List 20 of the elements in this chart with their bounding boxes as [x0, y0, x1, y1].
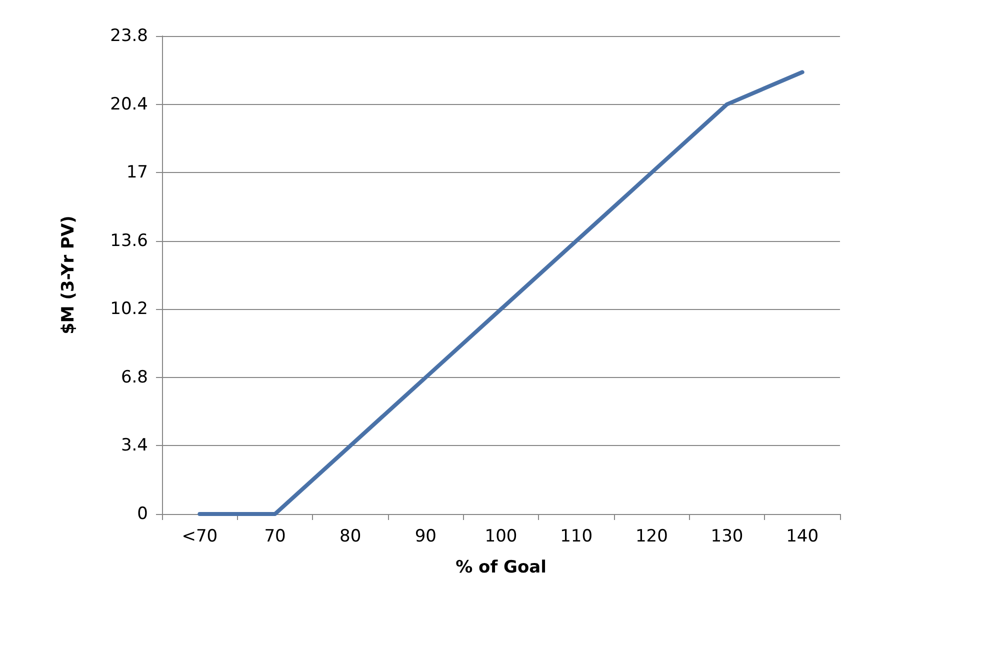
x-tick-label: 90: [414, 526, 436, 546]
line-series: [198, 70, 804, 516]
y-tick-label: 0: [137, 504, 148, 524]
x-axis-title: % of Goal: [456, 558, 546, 578]
x-tick-label: 130: [710, 526, 744, 546]
y-tick-label: 23.8: [110, 26, 148, 46]
x-tick-label: 140: [786, 526, 819, 546]
y-axis-title: $M (3-Yr PV): [58, 216, 78, 334]
y-tick-label: 6.8: [120, 367, 148, 388]
y-tick-label: 3.4: [120, 436, 148, 456]
x-tick-label: 70: [264, 526, 286, 546]
x-tick-label: 100: [484, 526, 518, 546]
x-tick-label: 120: [635, 526, 668, 546]
x-tick-label: 110: [560, 526, 593, 546]
x-tick-label: 80: [340, 526, 362, 546]
y-tick-label: 13.6: [110, 230, 148, 251]
y-tick-label: 17: [126, 162, 148, 183]
y-tick-label: 10.2: [110, 299, 148, 320]
y-tick-label: 20.4: [110, 94, 148, 114]
x-tick-label: <70: [182, 526, 218, 546]
